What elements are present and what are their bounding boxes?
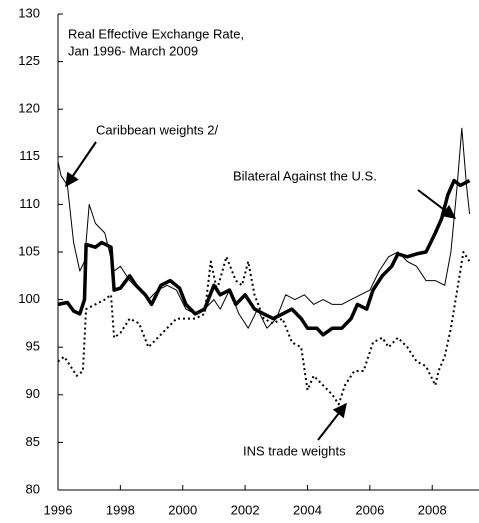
y-tick-label: 120 bbox=[18, 101, 40, 116]
y-tick-label: 110 bbox=[19, 196, 40, 211]
series-line bbox=[57, 178, 471, 337]
annotation-arrow bbox=[417, 189, 457, 219]
y-tick-label: 130 bbox=[18, 5, 40, 20]
chart-title: Jan 1996- March 2009 bbox=[68, 43, 198, 58]
y-tick-label: 100 bbox=[18, 291, 40, 306]
y-tick-label: 105 bbox=[18, 243, 40, 258]
series-label: Bilateral Against the U.S. bbox=[233, 168, 377, 183]
x-tick-label: 2006 bbox=[355, 502, 384, 517]
x-tick-label: 1998 bbox=[106, 502, 135, 517]
x-tick-label: 2000 bbox=[168, 502, 197, 517]
chart-title: Real Effective Exchange Rate, bbox=[68, 26, 244, 41]
y-tick-label: 115 bbox=[19, 148, 40, 163]
x-tick-label: 2008 bbox=[418, 502, 447, 517]
series-label: INS trade weights bbox=[243, 443, 346, 458]
series-line bbox=[57, 127, 471, 329]
annotation-arrow bbox=[65, 141, 97, 188]
series-line bbox=[57, 251, 471, 406]
y-tick-label: 80 bbox=[26, 481, 40, 496]
x-tick-label: 2004 bbox=[293, 502, 322, 517]
x-tick-label: 1996 bbox=[44, 502, 73, 517]
annotation-arrow bbox=[317, 402, 347, 441]
y-tick-label: 125 bbox=[18, 53, 40, 68]
series-label: Caribbean weights 2/ bbox=[96, 122, 219, 137]
y-tick-label: 85 bbox=[26, 434, 40, 449]
y-tick-label: 95 bbox=[26, 339, 40, 354]
y-tick-label: 90 bbox=[26, 386, 40, 401]
x-tick-label: 2002 bbox=[231, 502, 260, 517]
